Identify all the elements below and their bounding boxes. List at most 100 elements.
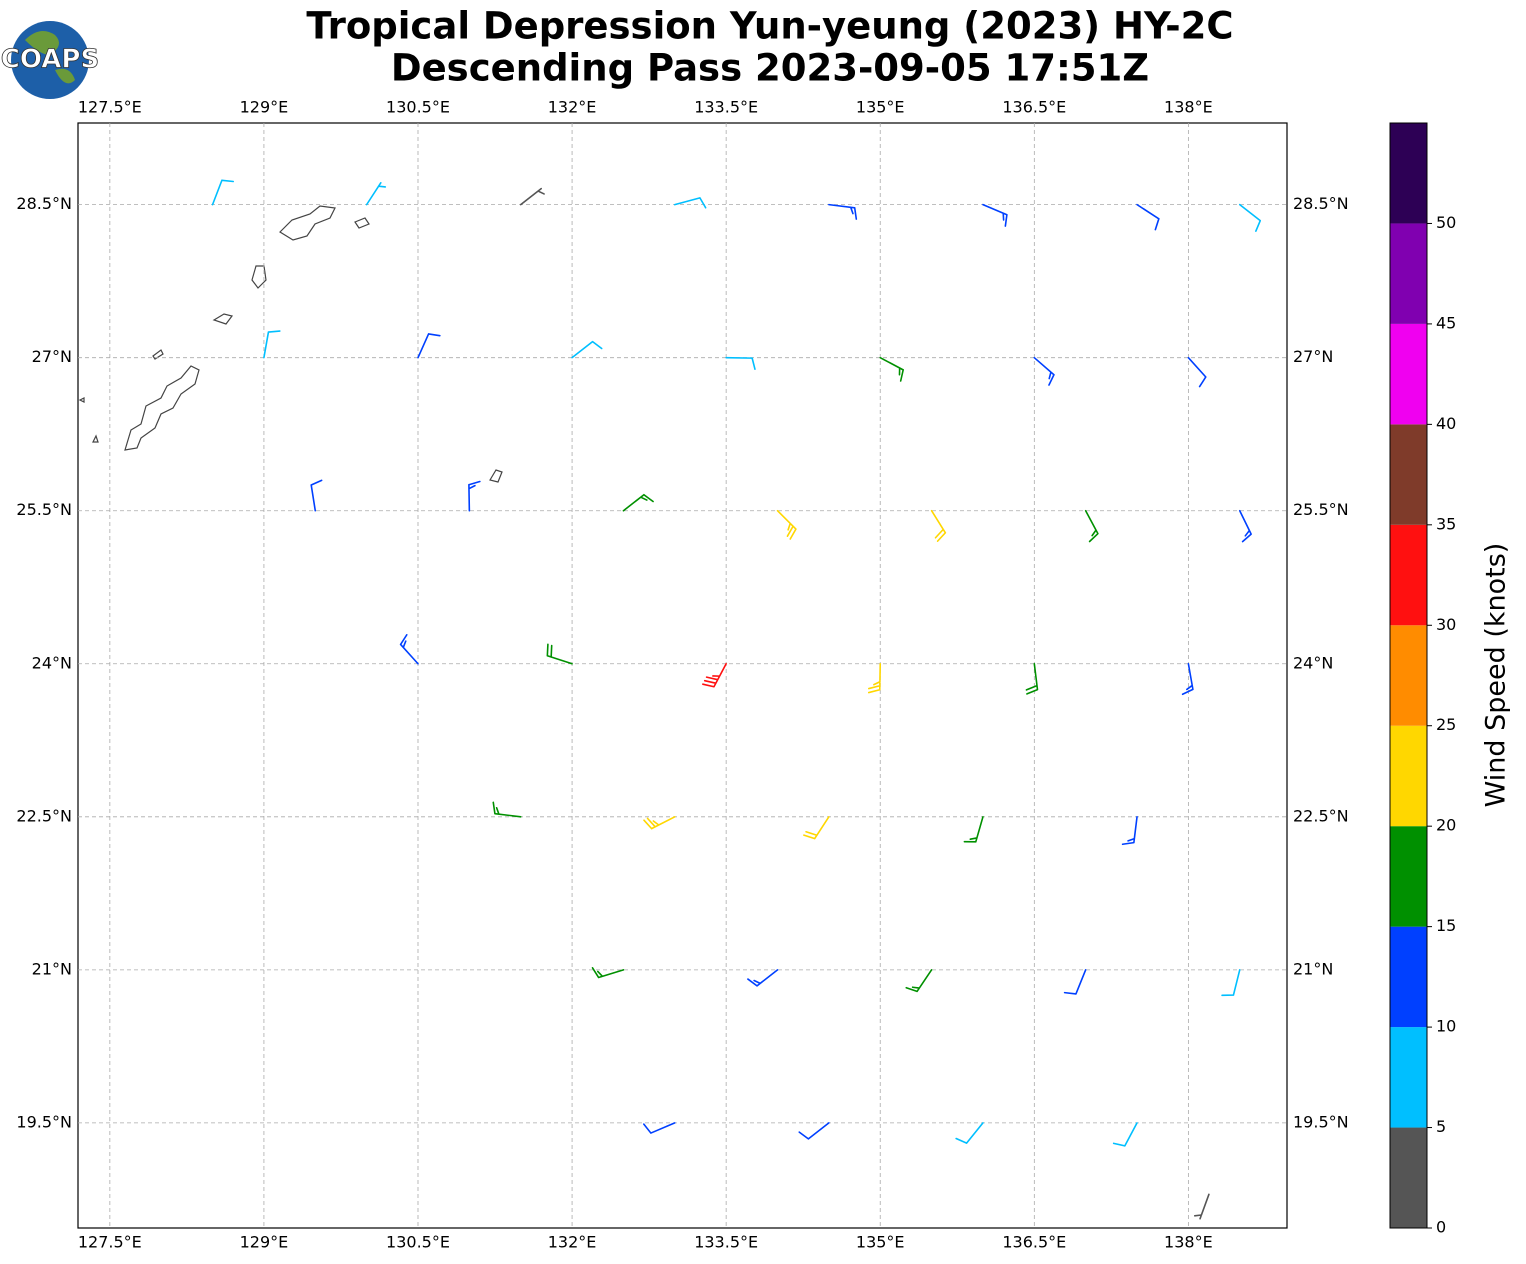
wind-barb xyxy=(591,967,625,979)
x-tick-label: 135°E xyxy=(856,98,905,117)
colorbar-frame xyxy=(1389,122,1428,1229)
wind-barb xyxy=(643,816,676,830)
wind-barb xyxy=(399,634,419,665)
colorbar-segment xyxy=(1390,323,1427,425)
logo-text: COAPS xyxy=(1,45,99,75)
logo-land xyxy=(25,31,75,84)
x-tick-label: 129°E xyxy=(240,1233,289,1252)
wind-barb xyxy=(1187,356,1207,388)
island xyxy=(489,469,503,483)
wind-barb xyxy=(1084,509,1099,543)
wind-barb xyxy=(468,480,481,512)
x-tick-label: 133.5°E xyxy=(694,98,758,117)
x-tick-label: 132°E xyxy=(548,1233,597,1252)
colorbar-segment xyxy=(1390,123,1427,224)
wind-barb xyxy=(798,1122,830,1140)
colorbar-segment xyxy=(1390,1027,1427,1128)
x-tick-label: 138°E xyxy=(1164,98,1213,117)
wind-barb xyxy=(263,330,281,359)
x-tick-label: 129°E xyxy=(240,98,289,117)
colorbar-segment xyxy=(1390,625,1427,726)
wind-barb xyxy=(1238,203,1262,232)
y-tick-label: 21°N xyxy=(32,959,72,978)
y-tick-label: 28.5°N xyxy=(16,194,72,213)
wind-barb xyxy=(747,969,779,987)
x-tick-label: 138°E xyxy=(1164,1233,1213,1252)
chart-subtitle: Descending Pass 2023-09-05 17:51Z xyxy=(391,47,1149,90)
wind-barb xyxy=(828,203,858,220)
wind-barb xyxy=(702,662,727,688)
x-tick-label: 133.5°E xyxy=(694,1233,758,1252)
wind-barb xyxy=(365,182,387,206)
colorbar-tick-label: 15 xyxy=(1436,916,1456,935)
wind-barb xyxy=(1221,969,1241,997)
wind-barb xyxy=(1033,356,1055,386)
wind-barb xyxy=(1112,1122,1138,1147)
wind-barb xyxy=(1025,662,1039,695)
x-tick-label: 135°E xyxy=(856,1233,905,1252)
colorbar-segment xyxy=(1390,424,1427,525)
wind-barb xyxy=(963,816,984,843)
wind-barb xyxy=(803,816,830,840)
wind-barb xyxy=(1181,662,1194,696)
y-tick-label: 27°N xyxy=(1293,347,1333,366)
y-tick-label: 28.5°N xyxy=(1293,194,1349,213)
colorbar-segment xyxy=(1390,524,1427,626)
colorbar-tick-label: 40 xyxy=(1436,414,1456,433)
y-tick-label: 19.5°N xyxy=(1293,1112,1349,1131)
x-tick-label: 136.5°E xyxy=(1002,1233,1066,1252)
colorbar-segment xyxy=(1390,223,1427,324)
wind-barb xyxy=(519,187,545,206)
wind-barb xyxy=(725,356,756,370)
wind-barb xyxy=(673,197,707,209)
island xyxy=(251,265,267,289)
colorbar-segment xyxy=(1390,926,1427,1028)
wind-barb xyxy=(982,203,1008,227)
colorbar-tick-label: 45 xyxy=(1436,313,1456,332)
wind-barb xyxy=(867,662,882,694)
x-tick-label: 127.5°E xyxy=(78,1233,142,1252)
colorbar-label: Wind Speed (knots) xyxy=(1481,543,1512,808)
map-frame xyxy=(77,122,1288,1229)
wind-barb xyxy=(1238,509,1252,543)
wind-barb xyxy=(643,1122,676,1134)
y-tick-label: 22.5°N xyxy=(16,806,72,825)
colorbar-tick-label: 25 xyxy=(1436,715,1456,734)
colorbar-tick-label: 30 xyxy=(1436,615,1456,634)
x-tick-label: 127.5°E xyxy=(78,98,142,117)
colorbar-segment xyxy=(1390,725,1427,827)
wind-barb xyxy=(1063,969,1087,995)
island xyxy=(78,397,85,403)
x-tick-label: 136.5°E xyxy=(1002,98,1066,117)
wind-barb xyxy=(1136,203,1160,231)
coastline xyxy=(78,205,503,483)
y-tick-label: 24°N xyxy=(32,653,72,672)
chart-title: Tropical Depression Yun-yeung (2023) HY-… xyxy=(306,5,1233,48)
wind-barb xyxy=(955,1122,984,1144)
wind-barb xyxy=(417,333,441,359)
y-tick-label: 25.5°N xyxy=(1293,500,1349,519)
island xyxy=(152,349,164,360)
wind-barb xyxy=(1193,1193,1210,1220)
wind-barb xyxy=(546,643,573,665)
wind-barb xyxy=(1121,816,1138,846)
island xyxy=(212,313,234,325)
wind-barb xyxy=(571,340,603,359)
island xyxy=(279,205,336,241)
y-tick-label: 19.5°N xyxy=(16,1112,72,1131)
colorbar-tick-label: 35 xyxy=(1436,514,1456,533)
island xyxy=(124,365,200,451)
colorbar-tick-label: 50 xyxy=(1436,213,1456,232)
wind-barb xyxy=(310,479,323,512)
y-tick-label: 25.5°N xyxy=(16,500,72,519)
island xyxy=(92,434,99,443)
logo: COAPS xyxy=(0,21,100,99)
x-tick-label: 130.5°E xyxy=(386,1233,450,1252)
wind-barb xyxy=(622,493,654,512)
colorbar-tick-label: 5 xyxy=(1436,1117,1446,1136)
wind-barb xyxy=(492,801,522,818)
wind-barb xyxy=(930,509,947,542)
wind-barb xyxy=(211,179,235,206)
y-tick-label: 22.5°N xyxy=(1293,806,1349,825)
